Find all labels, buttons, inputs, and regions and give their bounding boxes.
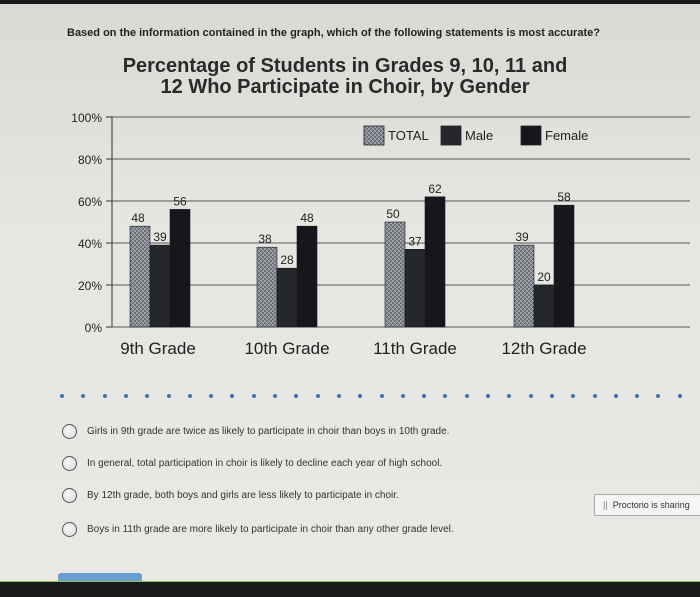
- legend-label-male: Male: [465, 128, 493, 143]
- divider-dot: [677, 394, 682, 398]
- divider-dot: [400, 394, 405, 398]
- x-category-label: 12th Grade: [501, 339, 586, 358]
- bar-male-3: [404, 249, 426, 328]
- divider-dot: [166, 394, 171, 398]
- divider-dot: [528, 394, 533, 398]
- y-tick-label: 60%: [78, 195, 102, 209]
- bottom-tab[interactable]: [58, 573, 142, 582]
- divider-dot: [464, 394, 469, 398]
- divider-dot: [336, 394, 341, 398]
- divider-dot: [635, 394, 640, 398]
- x-category-label: 9th Grade: [120, 339, 196, 358]
- legend-swatch-male: [440, 125, 462, 146]
- y-tick-label: 40%: [78, 237, 102, 251]
- bar-female-3: [424, 196, 446, 328]
- bar-female-4: [553, 204, 575, 328]
- answer-option-4[interactable]: Boys in 11th grade are more likely to pa…: [62, 522, 454, 537]
- x-category-label: 10th Grade: [244, 339, 329, 358]
- divider-dot: [358, 394, 363, 398]
- bar-male-2: [276, 267, 298, 328]
- divider-dot: [422, 394, 427, 398]
- proctorio-sharing-badge[interactable]: || Proctorio is sharing: [594, 494, 700, 516]
- divider-dot: [379, 394, 384, 398]
- radio-button[interactable]: [62, 424, 77, 439]
- legend-swatch-female: [520, 125, 542, 146]
- answer-option-1[interactable]: Girls in 9th grade are twice as likely t…: [62, 424, 449, 439]
- answer-option-text: Girls in 9th grade are twice as likely t…: [87, 426, 450, 437]
- quiz-screen: Based on the information contained in th…: [0, 4, 700, 582]
- data-label: 48: [131, 211, 145, 225]
- bar-male-1: [149, 244, 171, 328]
- divider-dot: [315, 394, 320, 398]
- divider-dot: [209, 394, 214, 398]
- data-label: 56: [173, 194, 187, 208]
- answer-option-text: By 12th grade, both boys and girls are l…: [87, 490, 399, 501]
- y-tick-label: 20%: [78, 279, 102, 293]
- y-tick-label: 80%: [78, 153, 102, 167]
- radio-button[interactable]: [62, 488, 77, 503]
- bar-male-4: [533, 284, 555, 328]
- data-label: 39: [153, 230, 167, 244]
- divider-dot: [251, 394, 256, 398]
- choir-bar-chart: 0% 20% 40% 60% 80% 100% 48 39 56 9th Grade 38 28 48 1…: [71, 111, 690, 358]
- divider-dot: [443, 394, 448, 398]
- bar-female-2: [296, 225, 318, 328]
- proctorio-sharing-label: Proctorio is sharing: [612, 500, 690, 510]
- legend-label-female: Female: [545, 128, 588, 143]
- divider-dot: [592, 394, 597, 398]
- divider-dot: [145, 394, 150, 398]
- bar-total-1: [129, 225, 151, 328]
- radio-button[interactable]: [62, 456, 77, 471]
- data-label: 28: [280, 253, 294, 267]
- divider-dot: [102, 394, 107, 398]
- question-text: Based on the information contained in th…: [67, 27, 600, 39]
- y-tick-label: 100%: [71, 111, 102, 125]
- answer-option-text: In general, total participation in choir…: [87, 458, 443, 469]
- data-label: 62: [428, 182, 442, 196]
- bar-total-3: [384, 221, 406, 328]
- bar-total-2: [256, 246, 278, 328]
- data-label: 39: [515, 230, 529, 244]
- divider-dot: [81, 394, 86, 398]
- chart-title: Percentage of Students in Grades 9, 10, …: [60, 56, 630, 98]
- answer-option-3[interactable]: By 12th grade, both boys and girls are l…: [62, 488, 399, 503]
- x-category-label: 11th Grade: [373, 339, 457, 358]
- data-label: 58: [557, 190, 571, 204]
- legend-label-total: TOTAL: [388, 128, 429, 143]
- divider-dot: [273, 394, 277, 398]
- bar-total-4: [513, 244, 535, 328]
- divider-dot: [549, 394, 554, 398]
- answer-option-2[interactable]: In general, total participation in choir…: [62, 456, 442, 471]
- divider-dot: [60, 394, 64, 398]
- data-label: 38: [258, 232, 272, 246]
- data-label: 50: [386, 207, 400, 221]
- legend-swatch-total: [363, 125, 385, 146]
- chart-title-line-2: 12 Who Participate in Choir, by Gender: [160, 76, 530, 98]
- divider-dot: [571, 394, 576, 398]
- divider-dot: [613, 394, 618, 398]
- answer-option-text: Boys in 11th grade are more likely to pa…: [87, 524, 454, 535]
- dotted-divider: [60, 394, 700, 404]
- divider-dot: [656, 394, 661, 398]
- divider-dot: [486, 394, 490, 398]
- data-label: 48: [300, 211, 314, 225]
- divider-dot: [230, 394, 235, 398]
- data-label: 20: [537, 270, 551, 284]
- pause-icon: ||: [603, 500, 608, 510]
- radio-button[interactable]: [62, 522, 77, 537]
- y-tick-label: 0%: [85, 321, 103, 335]
- divider-dot: [294, 394, 299, 398]
- divider-dot: [123, 394, 128, 398]
- divider-dot: [507, 394, 512, 398]
- data-label: 37: [408, 234, 422, 248]
- bottom-progress-strip: [0, 581, 700, 582]
- chart-title-line-1: Percentage of Students in Grades 9, 10, …: [122, 55, 568, 77]
- divider-dot: [187, 394, 192, 398]
- bar-female-1: [169, 209, 191, 328]
